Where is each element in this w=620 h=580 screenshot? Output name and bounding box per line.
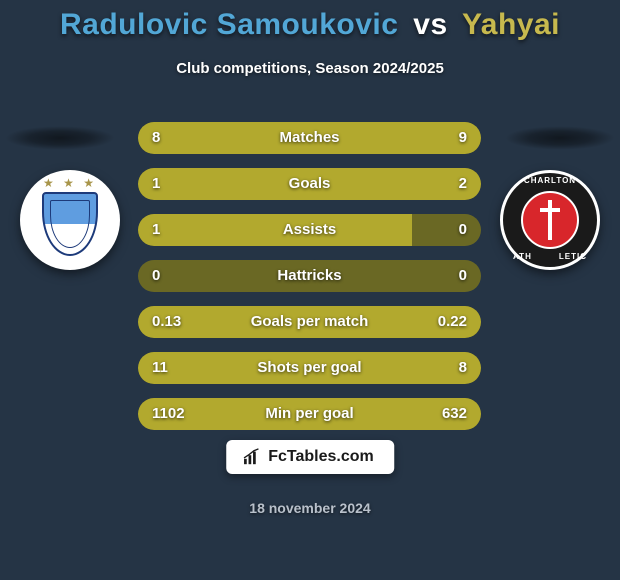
stat-bar-fill-left (138, 306, 265, 338)
stat-bar-fill-right (251, 168, 481, 200)
comparison-card: Radulovic Samoukovic vs Yahyai Club comp… (0, 0, 620, 580)
crest-left-shield (42, 192, 98, 256)
crest-shadow-right (505, 126, 615, 150)
stat-bar-fill-right (337, 352, 481, 384)
crest-right-text-bl: ATH (513, 252, 532, 261)
stat-bar-track (138, 122, 481, 154)
title-player2: Yahyai (462, 8, 560, 41)
stat-bar-fill-left (138, 398, 354, 430)
stat-row: Shots per goal118 (138, 352, 481, 384)
stat-row: Matches89 (138, 122, 481, 154)
club-right-crest: CHARLTON ATH LETIC (500, 170, 600, 270)
crest-right-text-br: LETIC (559, 252, 587, 261)
stat-row: Min per goal1102632 (138, 398, 481, 430)
stat-bar-fill-right (299, 122, 481, 154)
stat-bar-fill-left (138, 168, 251, 200)
stat-bars: Matches89 Goals12 Assists10 Hattricks00 Goal… (138, 122, 481, 444)
crest-right-inner-disc (521, 191, 579, 249)
stat-bar-track (138, 214, 481, 246)
crest-right-text-top: CHARLTON (503, 176, 597, 185)
stat-bar-track (138, 352, 481, 384)
crest-left-shield-inner (50, 200, 90, 248)
stat-bar-fill-left (138, 352, 337, 384)
crest-shadow-left (5, 126, 115, 150)
stat-row: Goals12 (138, 168, 481, 200)
stat-row: Assists10 (138, 214, 481, 246)
stat-bar-track (138, 398, 481, 430)
title-player1: Radulovic Samoukovic (60, 8, 398, 41)
crest-right-sword-icon (548, 200, 552, 240)
stat-bar-fill-right (265, 306, 481, 338)
stat-bar-track (138, 260, 481, 292)
stat-bar-fill-left (138, 214, 412, 246)
stat-bar-fill-right (354, 398, 481, 430)
footer-brand-box[interactable]: FcTables.com (226, 440, 394, 474)
title-vs: vs (407, 8, 453, 41)
title: Radulovic Samoukovic vs Yahyai (0, 0, 620, 42)
footer-brand-text: FcTables.com (268, 448, 374, 466)
subtitle: Club competitions, Season 2024/2025 (0, 60, 620, 77)
club-left-crest: ★ ★ ★ (20, 170, 120, 270)
stat-bar-track (138, 306, 481, 338)
stat-row: Hattricks00 (138, 260, 481, 292)
fctables-logo-icon (242, 448, 260, 466)
footer-date: 18 november 2024 (0, 500, 620, 516)
crest-left-stars: ★ ★ ★ (20, 176, 120, 190)
stat-bar-track (138, 168, 481, 200)
stat-bar-fill-left (138, 122, 299, 154)
stat-row: Goals per match0.130.22 (138, 306, 481, 338)
